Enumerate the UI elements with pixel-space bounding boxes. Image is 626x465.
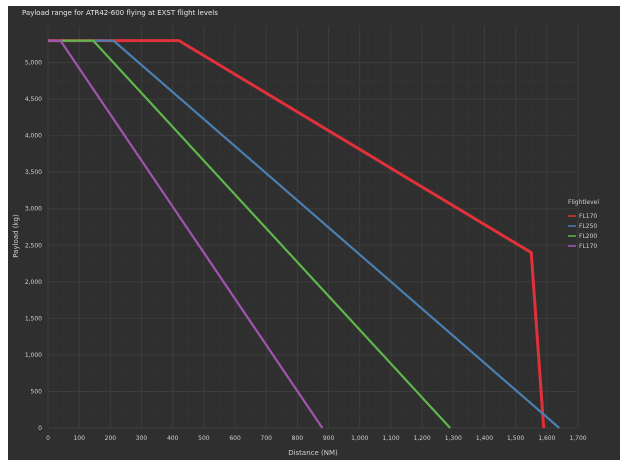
- x-tick-label: 700: [261, 435, 273, 442]
- legend-label: FL200: [579, 233, 597, 240]
- x-tick-label: 1,000: [351, 435, 368, 442]
- x-tick-label: 300: [136, 435, 148, 442]
- legend-label: FL170: [579, 213, 597, 220]
- x-tick-label: 400: [167, 435, 179, 442]
- y-tick-label: 3,500: [25, 169, 42, 176]
- y-axis-title: Payload (kg): [12, 214, 20, 258]
- y-tick-label: 500: [31, 388, 43, 395]
- y-tick-label: 2,500: [25, 242, 42, 249]
- x-tick-label: 1,700: [569, 435, 586, 442]
- y-tick-label: 5,000: [25, 60, 42, 67]
- x-axis-title: Distance (NM): [288, 449, 338, 457]
- x-tick-label: 800: [292, 435, 304, 442]
- chart-title: Payload range for ATR42-600 flying at EX…: [22, 9, 218, 17]
- y-axis-ticks: 0 500 1,000 1,500 2,000 2,500 3,000 3,500 4,000 4…: [25, 60, 42, 432]
- series-line-3: [48, 39, 324, 429]
- x-tick-label: 1,500: [507, 435, 524, 442]
- payload-range-chart: Payload range for ATR42-600 flying at EX…: [12, 9, 599, 457]
- x-tick-label: 0: [46, 435, 50, 442]
- x-axis-ticks: 0 100 200 300 400 500 600 700 800 900 1,000 1,100 1,…: [46, 435, 587, 442]
- y-tick-label: 0: [38, 425, 42, 432]
- y-tick-label: 1,500: [25, 315, 42, 322]
- x-tick-label: 500: [198, 435, 210, 442]
- y-tick-label: 3,000: [25, 206, 42, 213]
- x-tick-label: 100: [73, 435, 85, 442]
- legend-label: FL250: [579, 223, 597, 230]
- chart-container: Payload range for ATR42-600 flying at EX…: [8, 6, 620, 460]
- x-tick-label: 900: [323, 435, 335, 442]
- grid: [47, 26, 579, 429]
- x-tick-label: 1,100: [382, 435, 399, 442]
- x-tick-label: 600: [229, 435, 241, 442]
- legend-title: Flightlevel: [568, 199, 599, 206]
- series-lines: [48, 39, 561, 429]
- x-tick-label: 1,300: [445, 435, 462, 442]
- y-tick-label: 1,000: [25, 352, 42, 359]
- y-tick-label: 2,000: [25, 279, 42, 286]
- legend-label: FL170: [579, 243, 597, 250]
- series-line-2: [48, 39, 451, 429]
- x-tick-label: 1,400: [476, 435, 493, 442]
- y-tick-label: 4,000: [25, 133, 42, 140]
- y-tick-label: 4,500: [25, 96, 42, 103]
- x-tick-label: 1,200: [414, 435, 431, 442]
- legend: Flightlevel FL170 FL250 FL200 FL170: [568, 199, 599, 250]
- x-tick-label: 200: [105, 435, 117, 442]
- x-tick-label: 1,600: [538, 435, 555, 442]
